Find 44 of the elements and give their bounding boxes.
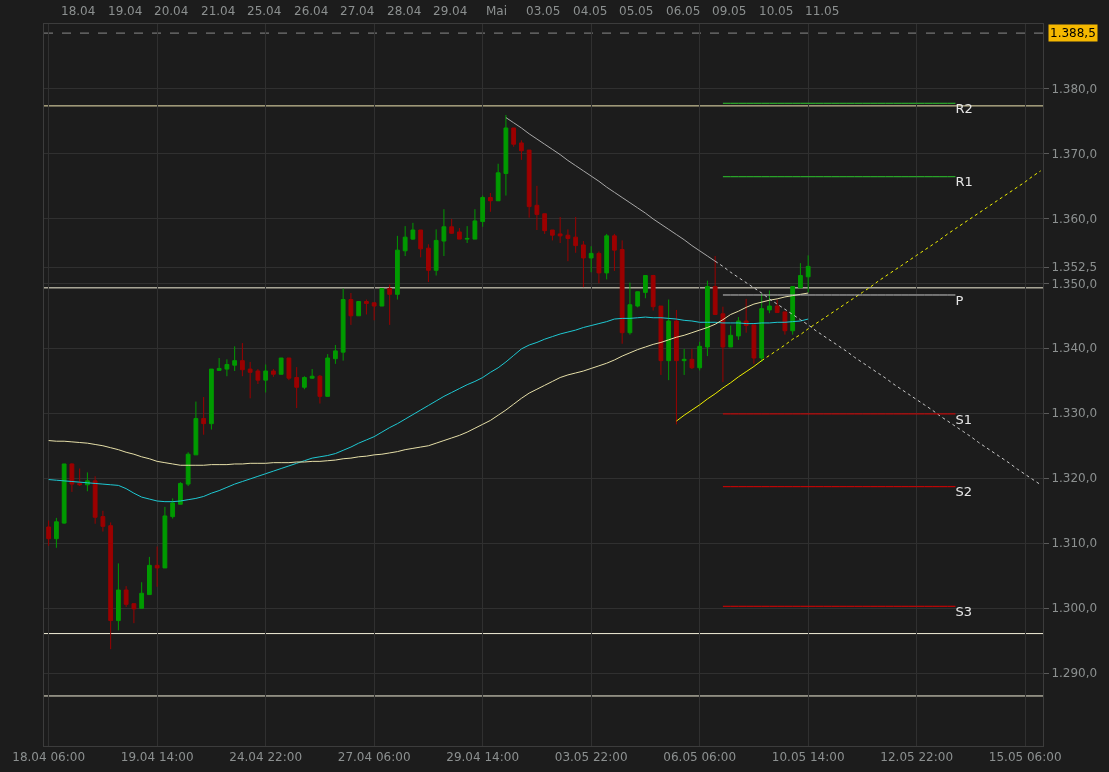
text: 09.05: [712, 4, 747, 18]
text: 29.04: [433, 4, 468, 18]
text: 10.05: [759, 4, 794, 18]
text: 11.05: [805, 4, 840, 18]
x-tick-label: 12.05 22:00: [880, 750, 954, 765]
series-label: P: [955, 292, 964, 308]
x-tick-label: 18.04 06:00: [12, 750, 86, 765]
x-tick-label: 15.05 06:00: [988, 750, 1062, 765]
text: 21.04: [201, 4, 236, 18]
y-tick-label: 1.370,0: [1051, 146, 1098, 161]
series-label: R1: [955, 174, 973, 190]
y-tick-label: 1.290,0: [1051, 666, 1098, 681]
x-tick-label: 19.04 14:00: [120, 750, 194, 765]
ref-line-label: 1.388,5: [1050, 26, 1096, 40]
y-tick-label: 1.300,0: [1051, 601, 1098, 616]
text: 26.04: [294, 4, 329, 18]
y-tick-label: 1.340,0: [1051, 341, 1098, 356]
text: 28.04: [387, 4, 422, 18]
text: 03.05: [526, 4, 561, 18]
series-label: S1: [955, 411, 972, 427]
text: Mai: [486, 4, 508, 18]
y-tick-label: 1.352,5: [1051, 260, 1098, 275]
y-tick-label: 1.330,0: [1051, 406, 1098, 421]
y-tick-label: 1.320,0: [1051, 471, 1098, 486]
text: 27.04: [340, 4, 375, 18]
text: 04.05: [573, 4, 608, 18]
y-tick-label: 1.380,0: [1051, 81, 1098, 96]
series-label: S3: [955, 604, 972, 620]
x-tick-label: 24.04 22:00: [229, 750, 303, 765]
text: 20.04: [154, 4, 189, 18]
y-tick-label: 1.310,0: [1051, 536, 1098, 551]
x-tick-label: 27.04 06:00: [337, 750, 411, 765]
y-tick-label: 1.350,0: [1051, 276, 1098, 291]
text: 25.04: [247, 4, 282, 18]
series-label: S2: [955, 484, 972, 500]
text: 05.05: [619, 4, 654, 18]
text: 06.05: [666, 4, 701, 18]
x-tick-label: 29.04 14:00: [446, 750, 520, 765]
text: 18.04: [61, 4, 96, 18]
y-tick-label: 1.360,0: [1051, 211, 1098, 226]
text: 19.04: [108, 4, 143, 18]
x-tick-label: 06.05 06:00: [663, 750, 737, 765]
x-tick-label: 10.05 14:00: [771, 750, 845, 765]
x-tick-label: 03.05 22:00: [554, 750, 628, 765]
